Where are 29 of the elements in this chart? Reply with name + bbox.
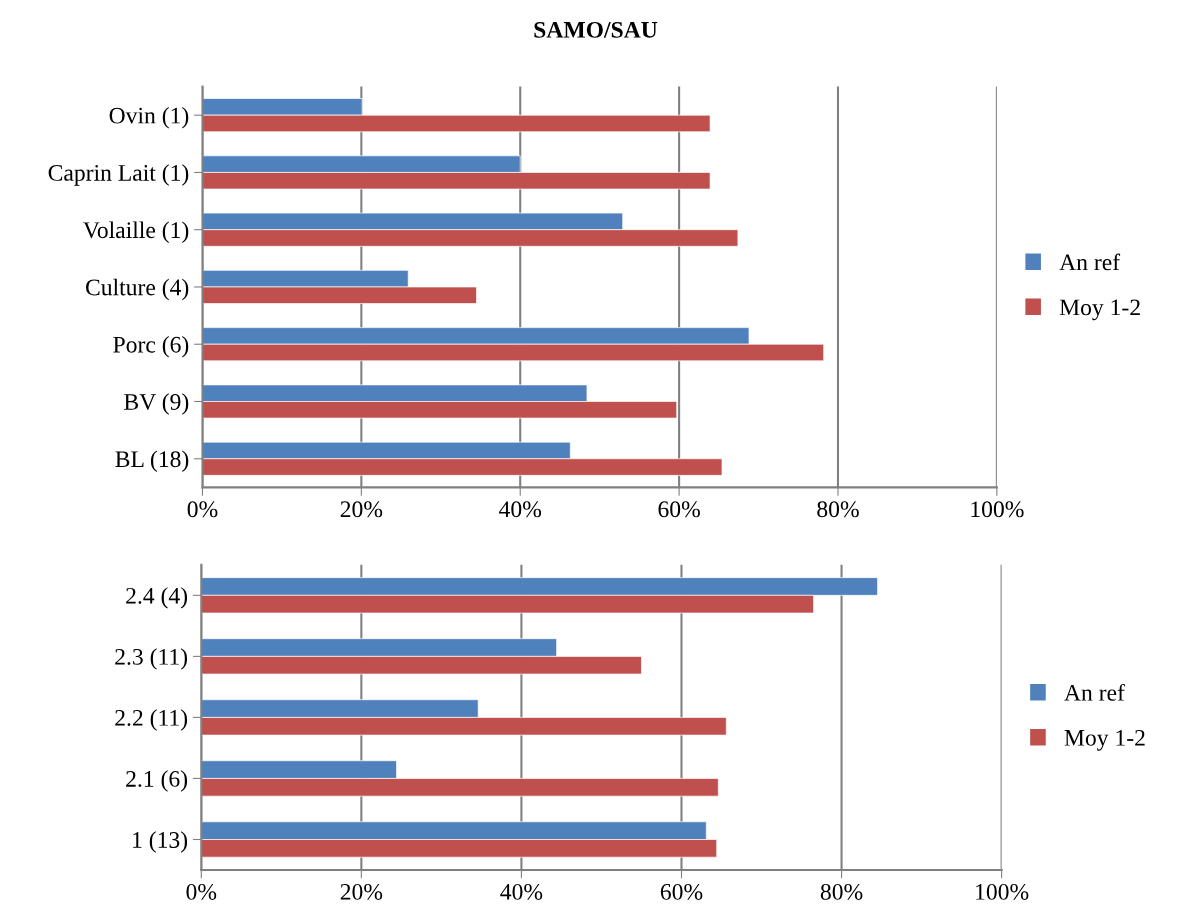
x-tick-label: 80%	[820, 883, 863, 900]
x-tick-label: 100%	[971, 501, 1024, 518]
x-tick-label: 100%	[976, 883, 1029, 900]
y-tick-label: 2.3 (11)	[115, 648, 188, 670]
x-tick-label: 60%	[660, 883, 703, 900]
y-tick-label: BV (9)	[124, 393, 189, 415]
x-tick-label: 0%	[186, 883, 217, 900]
x-tick-label: 0%	[187, 501, 218, 518]
x-tick-label: 60%	[658, 501, 700, 518]
y-tick-label: BL (18)	[115, 450, 189, 472]
x-tick-label: 20%	[340, 883, 383, 900]
y-tick-label: Caprin Lait (1)	[48, 164, 189, 186]
y-tick-label: Culture (4)	[85, 278, 189, 301]
y-tick-label: Porc (6)	[113, 336, 189, 358]
x-tick-label: 40%	[499, 501, 542, 518]
x-tick-label: 80%	[817, 501, 859, 518]
chart-title: SAMO/SAU	[534, 21, 658, 38]
legend-label: Moy 1-2	[1059, 299, 1140, 321]
y-tick-label: 2.2 (11)	[115, 709, 188, 731]
legend-label: An ref	[1064, 683, 1125, 701]
x-tick-label: 40%	[500, 883, 543, 900]
y-tick-label: 1 (13)	[133, 831, 188, 853]
legend-label: An ref	[1059, 253, 1121, 271]
y-tick-label: 2.1 (6)	[126, 770, 188, 792]
y-tick-label: Ovin (1)	[109, 106, 189, 129]
y-tick-label: Volaille (1)	[83, 221, 189, 243]
x-tick-label: 20%	[340, 501, 383, 518]
y-tick-label: 2.4 (4)	[126, 587, 188, 609]
legend-label: Moy 1-2	[1064, 729, 1145, 751]
